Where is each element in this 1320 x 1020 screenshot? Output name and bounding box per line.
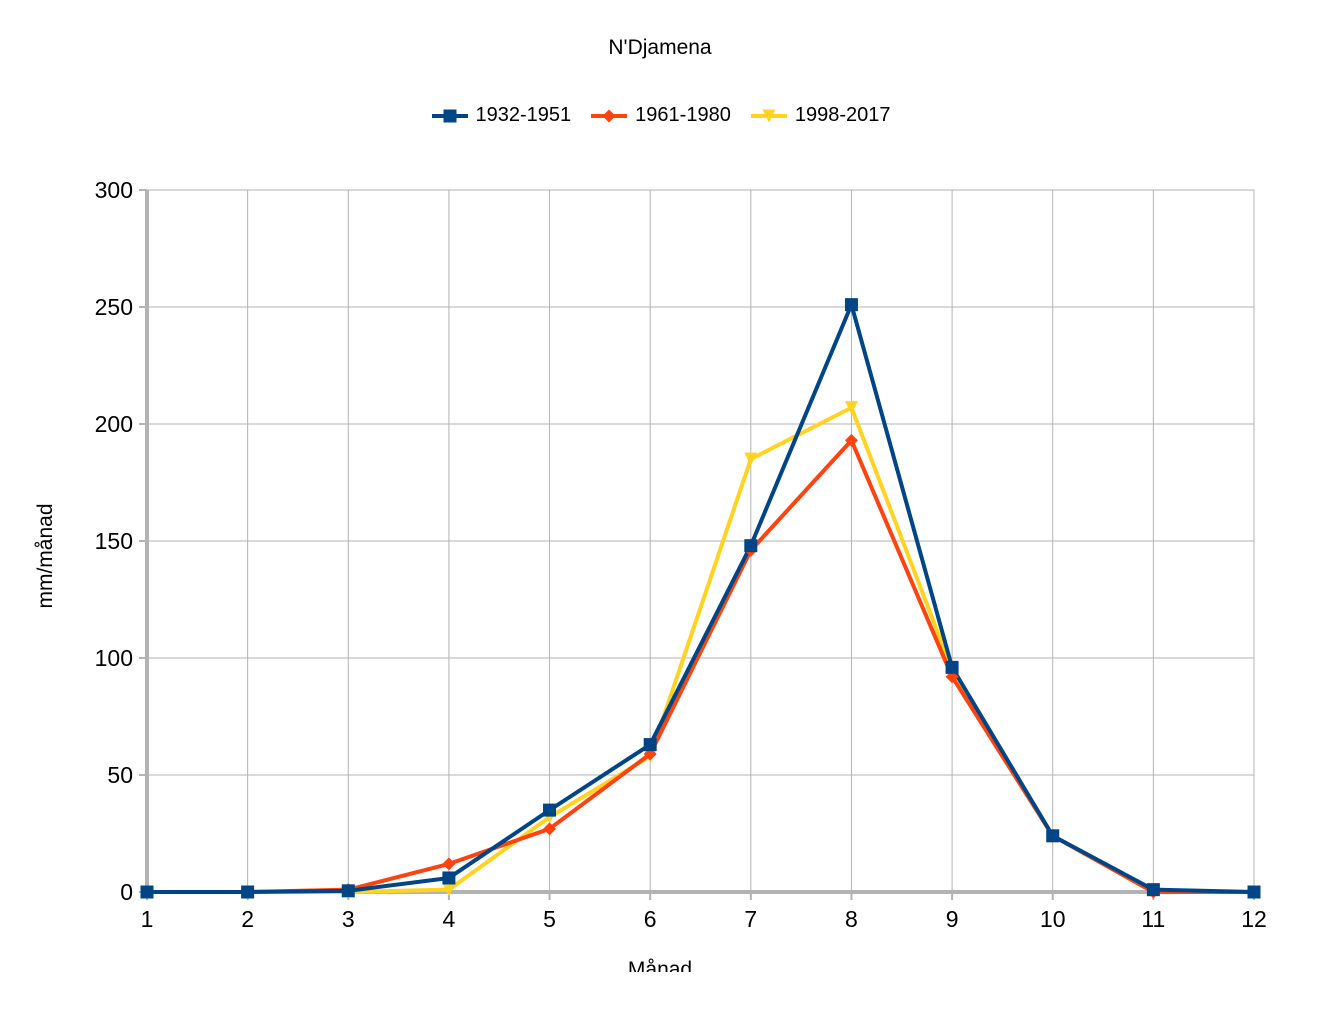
legend-item: 1961-1980	[589, 104, 731, 127]
data-point-1932-1951	[241, 885, 255, 899]
legend-label: 1932-1951	[475, 104, 572, 126]
legend-label: 1961-1980	[635, 104, 731, 126]
x-axis-label: Månad	[627, 958, 693, 972]
legend-marker	[762, 109, 776, 122]
series-markers	[140, 298, 1261, 899]
data-point-1932-1951	[543, 803, 557, 817]
data-point-1932-1951	[1247, 885, 1261, 899]
data-point-1932-1951	[844, 298, 858, 312]
legend-marker	[602, 109, 616, 122]
series-line-1932-1951	[147, 302, 1255, 894]
data-point-1932-1951	[1146, 883, 1160, 897]
legend-swatch	[591, 109, 628, 122]
data-point-1998-2017	[744, 452, 758, 466]
legend-swatch	[750, 109, 787, 122]
x-tick-label: 10	[1040, 906, 1066, 932]
x-tick-label: 11	[1141, 906, 1165, 932]
legend-marker	[443, 109, 457, 122]
y-tick-label: 200	[95, 411, 133, 437]
x-tick-label: 7	[744, 906, 757, 932]
data-point-1961-1980	[442, 857, 456, 871]
data-point-1932-1951	[744, 539, 758, 553]
data-point-1961-1980	[543, 822, 557, 836]
data-point-1998-2017	[844, 401, 858, 415]
x-tick-label: 4	[443, 906, 456, 932]
x-tick-label: 3	[342, 906, 355, 932]
grid	[147, 189, 1255, 892]
y-tick-label: 50	[107, 762, 133, 788]
legend-item: 1932-1951	[430, 104, 572, 127]
axes	[139, 189, 1255, 900]
data-point-1932-1951	[643, 738, 657, 752]
y-tick-label: 150	[95, 528, 133, 554]
y-tick-label: 100	[95, 645, 133, 671]
series-lines	[147, 302, 1255, 894]
x-tick-label: 5	[543, 906, 556, 932]
x-tick-label: 2	[241, 906, 254, 932]
x-tick-label: 1	[141, 906, 154, 932]
x-tick-label: 9	[946, 906, 959, 932]
series-line-1961-1980	[147, 438, 1254, 894]
legend: 1932-1951 1961-1980 1998-2017	[0, 104, 1320, 127]
data-point-1961-1980	[844, 433, 858, 447]
x-tick-label: 6	[644, 906, 657, 932]
y-tick-label: 0	[120, 879, 133, 905]
legend-swatch	[431, 109, 468, 122]
legend-item: 1998-2017	[749, 104, 891, 127]
x-tick-label: 8	[845, 906, 858, 932]
chart-title: N'Djamena	[608, 36, 712, 59]
y-tick-label: 300	[95, 177, 133, 203]
data-point-1932-1951	[945, 660, 959, 674]
data-point-1932-1951	[140, 885, 154, 899]
data-point-1932-1951	[1046, 829, 1060, 843]
data-point-1998-2017	[442, 883, 456, 897]
data-point-1932-1951	[442, 871, 456, 885]
legend-label: 1998-2017	[794, 104, 891, 126]
y-tick-label: 250	[95, 294, 133, 320]
data-point-1932-1951	[341, 884, 355, 898]
x-tick-label: 12	[1241, 906, 1267, 932]
